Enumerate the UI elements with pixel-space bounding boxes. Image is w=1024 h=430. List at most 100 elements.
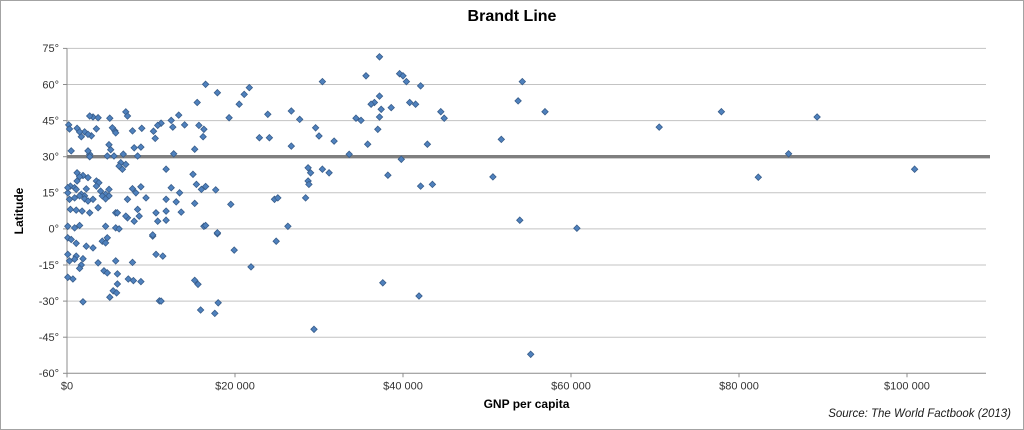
data-point — [75, 192, 84, 200]
data-point — [813, 113, 821, 121]
data-point — [108, 124, 117, 132]
data-point — [73, 177, 81, 185]
data-point — [405, 98, 414, 107]
data-point — [287, 142, 296, 150]
data-point — [153, 121, 162, 130]
data-point — [75, 264, 84, 273]
data-point — [162, 207, 170, 215]
data-point — [230, 246, 238, 254]
data-point — [225, 113, 233, 122]
data-point — [213, 88, 222, 97]
data-point — [162, 216, 170, 224]
data-point — [157, 297, 165, 305]
data-point — [352, 114, 360, 122]
data-point — [119, 150, 128, 158]
data-point — [315, 132, 323, 140]
data-point — [111, 257, 120, 265]
y-tick-label: 45° — [42, 115, 59, 127]
data-point — [754, 173, 763, 181]
data-point — [75, 128, 84, 136]
data-point — [295, 115, 304, 124]
data-point — [101, 195, 110, 203]
data-point — [190, 199, 199, 208]
data-point — [115, 225, 123, 233]
data-point — [311, 124, 320, 132]
data-point — [149, 127, 158, 135]
data-point — [363, 140, 372, 148]
data-point — [189, 170, 197, 179]
data-point — [98, 237, 107, 245]
data-point — [305, 180, 313, 189]
data-point — [910, 165, 919, 173]
data-point — [235, 100, 243, 108]
data-point — [573, 224, 581, 232]
data-point — [240, 90, 248, 99]
data-point — [84, 130, 92, 139]
data-point — [157, 119, 165, 127]
data-point — [130, 217, 138, 225]
chart-title: Brandt Line — [467, 8, 557, 25]
data-point — [137, 183, 145, 191]
data-point — [151, 134, 159, 143]
data-point — [72, 185, 80, 194]
data-point — [411, 100, 420, 108]
data-point — [428, 180, 437, 189]
data-point — [497, 135, 506, 144]
data-point — [318, 77, 327, 86]
data-point — [379, 279, 387, 287]
data-point — [85, 152, 94, 161]
data-point — [423, 140, 432, 148]
data-point — [112, 289, 121, 297]
data-point — [384, 171, 392, 179]
data-point — [82, 242, 91, 250]
data-point — [109, 287, 117, 295]
data-point — [101, 222, 110, 231]
data-point — [375, 113, 384, 121]
y-tick-label: -30° — [39, 296, 59, 308]
data-point — [64, 250, 72, 259]
data-point — [128, 258, 137, 267]
data-point — [272, 237, 280, 245]
data-point — [437, 107, 445, 116]
data-point — [79, 298, 87, 306]
data-point — [82, 185, 91, 193]
data-point — [362, 72, 370, 80]
x-tick-label: $80 000 — [719, 380, 759, 392]
data-point — [402, 77, 411, 86]
data-point — [180, 121, 189, 129]
data-point — [169, 150, 178, 158]
data-point — [211, 186, 220, 194]
data-point — [306, 169, 315, 177]
data-point — [190, 276, 199, 285]
data-point — [370, 98, 379, 107]
data-point — [175, 189, 184, 197]
data-point — [330, 137, 338, 145]
data-point — [137, 143, 145, 151]
data-point — [159, 252, 167, 260]
data-point — [357, 116, 365, 125]
data-point — [167, 183, 175, 192]
data-point — [106, 114, 114, 122]
data-point — [92, 182, 101, 190]
data-point — [518, 77, 527, 86]
data-point — [167, 116, 175, 125]
data-point — [199, 132, 207, 141]
data-point — [301, 194, 310, 202]
data-point — [133, 152, 142, 160]
data-point — [374, 125, 382, 134]
data-point — [375, 92, 384, 100]
data-point — [123, 112, 132, 120]
data-point — [397, 155, 406, 164]
data-point — [118, 165, 127, 173]
data-point — [94, 203, 102, 212]
data-point — [106, 293, 114, 301]
data-point — [287, 107, 296, 115]
data-point — [201, 182, 210, 191]
data-point — [213, 229, 222, 237]
data-point — [200, 125, 208, 134]
data-point — [177, 208, 185, 216]
data-point — [416, 182, 425, 190]
data-point — [132, 189, 140, 197]
data-point — [387, 103, 395, 112]
